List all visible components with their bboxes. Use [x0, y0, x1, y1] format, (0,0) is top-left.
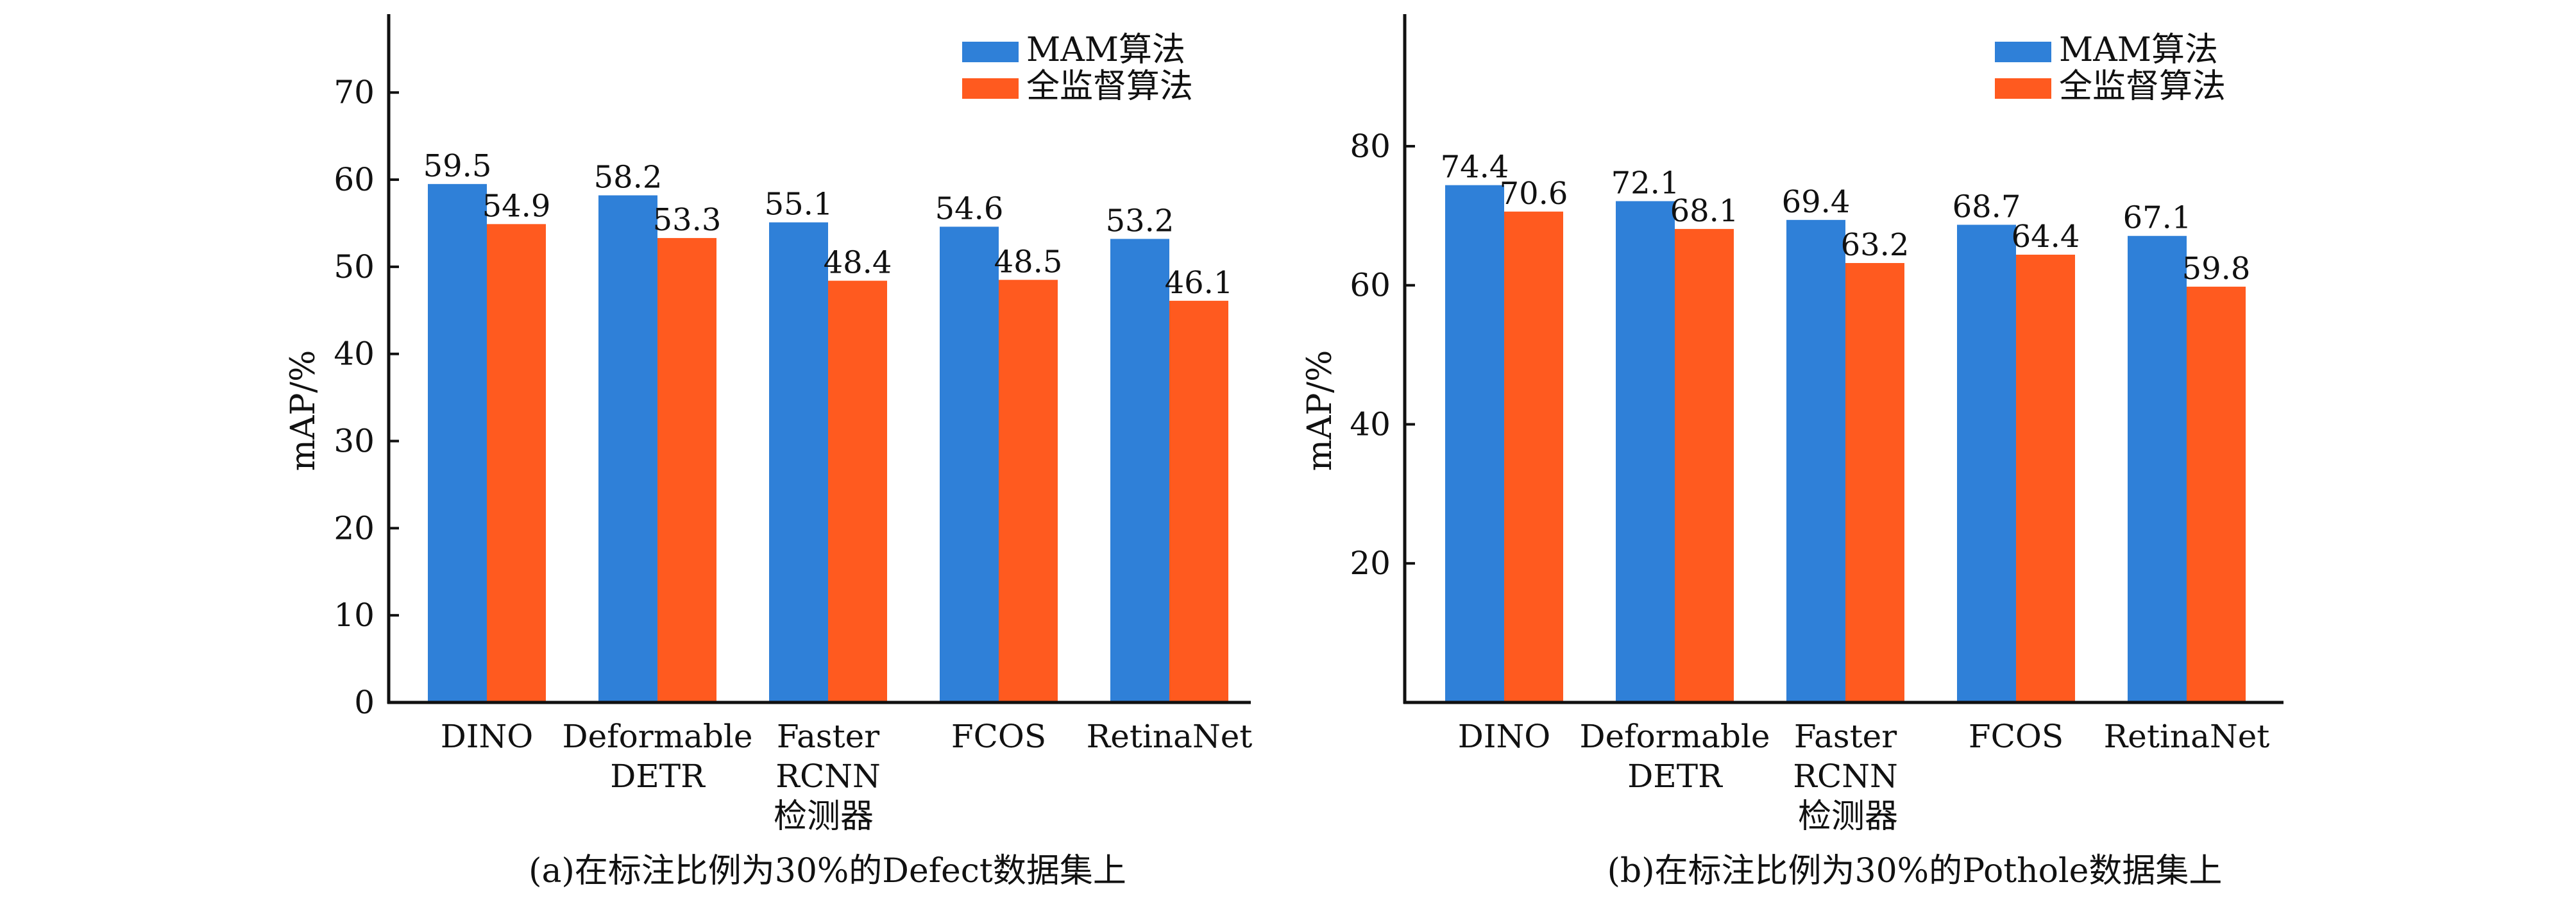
data-label-a-full-2: 48.4	[824, 245, 892, 281]
data-label-b-full-1: 68.1	[1670, 193, 1739, 229]
y-axis-label: mAP/%	[1301, 350, 1339, 471]
bar-b-full-3	[2016, 255, 2075, 703]
bar-a-mam-0	[428, 183, 487, 702]
x-tick-label-line: RCNN	[775, 758, 880, 795]
y-tick-label-20: 20	[334, 509, 375, 547]
legend-label-full: 全监督算法	[2059, 67, 2226, 106]
chart-panel-a: 59.5 58.2 55.1 54.6 53.2 54.9 53.3 48.4 48.5 46.1…	[284, 14, 1252, 890]
y-tick-label-70: 70	[334, 74, 375, 111]
x-tick-label-line: DETR	[610, 758, 706, 795]
x-tick-label-line: Deformable	[1580, 718, 1770, 755]
legend-swatch-full	[1995, 78, 2051, 99]
data-label-a-mam-3: 54.6	[935, 191, 1004, 226]
bar-b-mam-1	[1616, 201, 1675, 703]
legend-swatch-full	[962, 78, 1019, 99]
bar-b-mam-2	[1786, 219, 1845, 702]
bar-a-full-4	[1169, 300, 1228, 703]
x-tick-label-line: DINO	[441, 718, 534, 755]
x-axis-label: 检测器	[1798, 797, 1898, 836]
y-tick-label-10: 10	[334, 597, 375, 634]
legend-label-full: 全监督算法	[1026, 67, 1193, 106]
x-tick-label-4: RetinaNet	[1087, 718, 1253, 755]
data-label-a-mam-4: 53.2	[1106, 203, 1174, 239]
data-label-a-full-1: 53.3	[653, 202, 722, 238]
bar-b-mam-3	[1957, 225, 2016, 702]
bar-a-mam-3	[940, 226, 999, 702]
x-tick-label-line: RetinaNet	[1087, 718, 1253, 755]
legend-label-mam: MAM算法	[1026, 31, 1185, 69]
bar-b-mam-0	[1445, 185, 1504, 702]
x-tick-label-3: FCOS	[951, 718, 1046, 755]
data-label-a-mam-2: 55.1	[765, 187, 833, 223]
data-label-a-full-0: 54.9	[482, 188, 551, 224]
bar-a-mam-2	[769, 222, 828, 702]
chart-caption: (b)在标注比例为30%的Pothole数据集上	[1607, 852, 2223, 890]
x-tick-label-line: Deformable	[563, 718, 753, 755]
bar-a-full-0	[487, 224, 546, 703]
y-tick-label-50: 50	[334, 248, 375, 285]
data-label-b-mam-1: 72.1	[1611, 166, 1680, 201]
data-label-b-full-3: 64.4	[2012, 219, 2080, 255]
x-tick-label-line: FCOS	[1969, 718, 2063, 755]
x-tick-label-1: Deformable DETR	[1580, 718, 1770, 795]
x-tick-label-line: DINO	[1458, 718, 1551, 755]
bar-b-full-1	[1675, 228, 1734, 702]
chart-caption: (a)在标注比例为30%的Defect数据集上	[529, 852, 1126, 890]
x-tick-label-2: Faster RCNN	[1793, 718, 1897, 795]
data-label-b-mam-2: 69.4	[1782, 184, 1851, 220]
bar-a-full-3	[999, 280, 1058, 702]
x-tick-label-line: RetinaNet	[2104, 718, 2270, 755]
data-label-b-full-4: 59.8	[2182, 251, 2251, 287]
data-label-a-mam-1: 58.2	[594, 160, 663, 196]
x-tick-label-line: Faster	[777, 718, 879, 755]
data-label-b-mam-3: 68.7	[1953, 189, 2021, 225]
data-label-b-mam-0: 74.4	[1441, 149, 1509, 185]
y-tick-label-80: 80	[1350, 128, 1391, 165]
y-tick-label-0: 0	[354, 684, 375, 721]
bar-a-full-1	[657, 238, 716, 702]
x-tick-label-4: RetinaNet	[2104, 718, 2270, 755]
y-axis-label: mAP/%	[284, 350, 323, 471]
y-tick-label-40: 40	[334, 336, 375, 373]
bar-a-full-2	[828, 280, 887, 703]
legend-swatch-mam	[1995, 42, 2051, 62]
x-tick-label-line: DETR	[1627, 758, 1723, 795]
y-tick-label-30: 30	[334, 423, 375, 460]
x-tick-label-line: RCNN	[1793, 758, 1897, 795]
data-label-a-mam-0: 59.5	[423, 148, 492, 184]
x-tick-label-3: FCOS	[1969, 718, 2063, 755]
bar-b-mam-4	[2128, 235, 2187, 702]
bar-b-full-2	[1845, 263, 1904, 702]
legend-label-mam: MAM算法	[2059, 31, 2218, 69]
bar-a-mam-4	[1110, 239, 1169, 702]
chart-panel-b: 74.4 72.1 69.4 68.7 67.1 70.6 68.1 63.2 64.4 59.8…	[1301, 14, 2284, 890]
x-tick-label-line: FCOS	[951, 718, 1046, 755]
data-label-b-full-0: 70.6	[1500, 176, 1568, 212]
bar-b-full-0	[1504, 211, 1563, 703]
x-tick-label-2: Faster RCNN	[775, 718, 880, 795]
x-tick-label-line: Faster	[1794, 718, 1897, 755]
x-tick-label-1: Deformable DETR	[563, 718, 753, 795]
legend-swatch-mam	[962, 42, 1019, 62]
x-tick-label-0: DINO	[441, 718, 534, 755]
x-tick-label-0: DINO	[1458, 718, 1551, 755]
y-tick-label-60: 60	[334, 161, 375, 198]
bar-b-full-4	[2187, 286, 2246, 703]
y-tick-label-20: 20	[1350, 545, 1391, 582]
data-label-a-full-3: 48.5	[994, 244, 1063, 280]
bar-a-mam-1	[598, 195, 657, 703]
data-label-b-mam-4: 67.1	[2123, 200, 2192, 236]
y-tick-label-40: 40	[1350, 405, 1391, 443]
y-tick-label-60: 60	[1350, 267, 1391, 304]
x-axis-label: 检测器	[774, 797, 874, 836]
data-label-b-full-2: 63.2	[1841, 227, 1910, 263]
data-label-a-full-4: 46.1	[1165, 265, 1233, 301]
